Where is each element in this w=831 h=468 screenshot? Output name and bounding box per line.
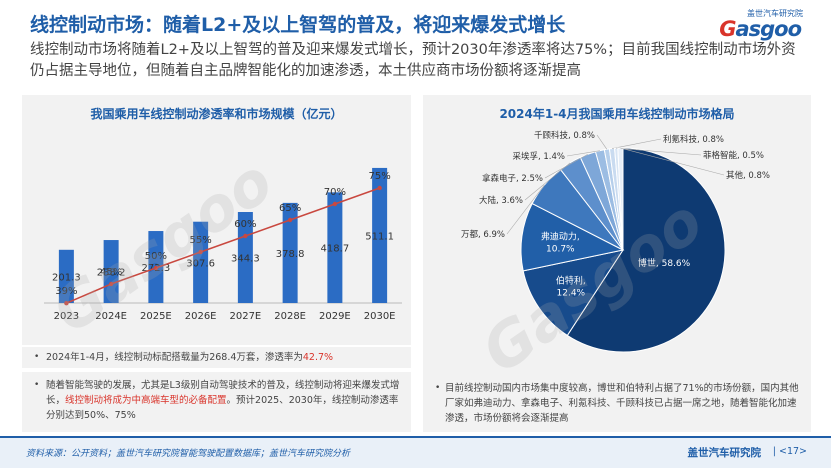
pie-chart-panel: 2024年1-4月我国乘用车线控制动市场格局 博世, 58.6% 伯特利, 12.4…	[423, 95, 811, 377]
x-tick-label: 2030E	[364, 311, 396, 322]
bar	[372, 167, 388, 303]
pie-slice-label: 10.7%	[546, 245, 575, 255]
pie-chart: 博世, 58.6% 伯特利, 12.4% 弗迪动力, 10.7% 万都, 6.9% 大陆, …	[461, 130, 770, 353]
pie-slice	[522, 249, 625, 337]
page-subtitle: 线控制动市场将随着L2+及以上智驾的普及迎来爆发式增长，预计2030年渗透率将达…	[30, 42, 796, 79]
pie-slice-label: 拿森电子, 2.5%	[482, 173, 543, 184]
x-tick-label: 2025E	[140, 311, 172, 322]
line-value-label: 50%	[145, 251, 167, 262]
footer-org: 盖世汽车研究院	[687, 447, 762, 459]
bar	[327, 192, 343, 303]
line-value-label: 60%	[234, 219, 256, 230]
pie-slice-label: 伯特利,	[556, 275, 586, 287]
penetration-line	[66, 187, 380, 304]
leader-line	[544, 154, 588, 179]
pie-slice-label: 菲格智能, 0.5%	[703, 150, 764, 161]
note-1-text: 2024年1-4月，线控制动标配搭载量为268.4万套，渗透率为	[46, 352, 303, 363]
line-point	[243, 233, 248, 239]
bar-value-label: 378.8	[276, 249, 305, 260]
bar-value-label: 418.7	[321, 244, 350, 255]
line-value-label: 70%	[324, 187, 346, 198]
x-tick-label: 2029E	[319, 311, 351, 322]
bullet-icon: •	[435, 383, 441, 393]
line-value-label: 55%	[190, 235, 212, 246]
line-point	[287, 217, 293, 223]
bar	[103, 240, 119, 303]
note-market-structure: • 目前线控制动国内市场集中度较高，博世和伯特利占据了71%的市场份额，国内其他…	[423, 377, 811, 432]
pie-slice-label: 大陆, 3.6%	[479, 195, 523, 206]
note-penetration: • 2024年1-4月，线控制动标配搭载量为268.4万套，渗透率为42.7%	[22, 347, 411, 368]
note-2-highlight: 线控制动将成为中高端车型的必备配置	[65, 395, 227, 406]
note-1-highlight: 42.7%	[302, 352, 334, 363]
line-point	[198, 249, 203, 255]
bar-value-label: 201.3	[52, 272, 81, 283]
line-value-label: 75%	[369, 171, 391, 182]
x-tick-label: 2026E	[185, 311, 217, 322]
leader-line	[620, 147, 725, 176]
bar-value-label: 511.1	[365, 231, 394, 242]
leader-line	[566, 150, 600, 157]
bar-line-chart-panel: 我国乘用车线控制动渗透率和市场规模（亿元） 201.3 2023 238.2 2024…	[22, 95, 411, 345]
x-tick-label: 2027E	[229, 311, 261, 322]
line-value-label: 45%	[100, 267, 122, 278]
bullet-icon: •	[34, 352, 40, 362]
bar-value-label: 307.6	[186, 258, 215, 269]
page-number: | <17>	[772, 446, 807, 457]
x-tick-label: 2023	[54, 311, 79, 322]
x-tick-label: 2024E	[95, 311, 127, 322]
pie-slice-label: 采埃孚, 1.4%	[513, 151, 566, 162]
x-tick-label: 2028E	[274, 311, 306, 322]
pie-slice-label: 12.4%	[557, 289, 586, 299]
pie-slice-label: 博世, 58.6%	[638, 257, 691, 269]
line-value-label: 65%	[279, 203, 301, 214]
bar	[58, 249, 74, 303]
note-3-text: 目前线控制动国内市场集中度较高，博世和伯特利占据了71%的市场份额，国内其他厂家…	[445, 383, 799, 424]
page-title: 线控制动市场：随着L2+及以上智驾的普及，将迎来爆发式增长	[30, 14, 566, 36]
leader-line	[506, 184, 545, 235]
footer: 资料来源：公开资料；盖世汽车研究院智能驾驶配置数据库；盖世汽车研究院分析 盖世汽…	[0, 436, 831, 468]
line-value-label: 39%	[55, 286, 77, 297]
pie-slice-label: 弗迪动力,	[541, 231, 580, 243]
logo-caption: 盖世汽车研究院	[747, 9, 803, 18]
leader-line	[611, 138, 662, 149]
bar-chart-title: 我国乘用车线控制动渗透率和市场规模（亿元）	[90, 107, 343, 121]
line-point	[64, 301, 69, 306]
pie-slice-label: 利氪科技, 0.8%	[663, 134, 724, 145]
note-2-text: 随着智能驾驶的发展，尤其是L3级别自动驾驶技术的普及，线控制动将迎来爆发式增长，	[46, 380, 400, 406]
note-growth: • 随着智能驾驶的发展，尤其是L3级别自动驾驶技术的普及，线控制动将迎来爆发式增…	[22, 372, 411, 432]
pie-slice	[617, 147, 624, 251]
line-point	[377, 185, 382, 191]
bar	[193, 221, 209, 303]
line-point	[153, 265, 159, 271]
bullet-icon: •	[34, 380, 40, 390]
gasgoo-logo: 盖世汽车研究院 Gasgoo	[697, 8, 807, 41]
line-point	[108, 281, 114, 287]
leader-line	[596, 134, 608, 150]
pie-slice	[566, 147, 726, 353]
source-note: 资料来源：公开资料；盖世汽车研究院智能驾驶配置数据库；盖世汽车研究院分析	[26, 449, 351, 459]
line-point	[332, 201, 338, 207]
leader-line	[524, 162, 571, 201]
leader-line	[616, 147, 702, 156]
bar-value-label: 344.3	[231, 254, 260, 265]
bar	[282, 202, 298, 303]
pie-slice	[520, 202, 625, 272]
pie-slice-label: 千顾科技, 0.8%	[534, 130, 595, 141]
pie-slice-label: 万都, 6.9%	[461, 230, 505, 240]
logo-wordmark: Gasgoo	[719, 17, 802, 41]
pie-chart-title: 2024年1-4月我国乘用车线控制动市场格局	[499, 107, 735, 121]
note-2-text-end: 。预计2025、2030年，线控制动渗透率分别达到50%、75%	[46, 395, 399, 421]
pie-slice-label: 其他, 0.8%	[726, 170, 770, 181]
bar-value-label: 238.2	[97, 268, 126, 279]
bar-line-chart: 201.32023238.22024E272.32025E307.62026E3…	[44, 167, 402, 322]
